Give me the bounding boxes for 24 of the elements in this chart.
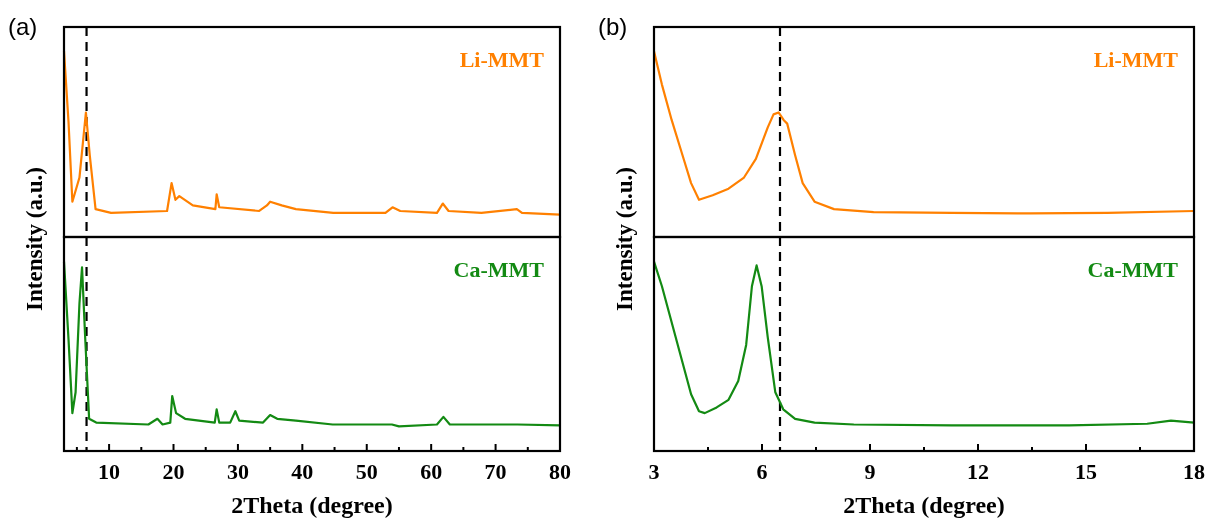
y-axis-title: Intensity (a.u.) xyxy=(612,167,637,311)
text: Ca-MMT xyxy=(453,257,545,282)
x-tick-label: 40 xyxy=(291,459,314,484)
x-tick-label: 10 xyxy=(98,459,121,484)
text: (b) xyxy=(598,13,628,40)
x-axis-title: 2Theta (degree) xyxy=(231,492,393,518)
x-tick-label: 80 xyxy=(549,459,571,484)
x-tick-label: 15 xyxy=(1075,459,1097,484)
x-tick-label: 20 xyxy=(162,459,185,484)
y-axis-title: Intensity (a.u.) xyxy=(22,167,47,311)
x-tick-label: 18 xyxy=(1183,459,1205,484)
x-tick-label: 6 xyxy=(756,459,768,484)
x-tick-label: 30 xyxy=(226,459,249,484)
text: (a) xyxy=(8,13,38,40)
x-axis-title: 2Theta (degree) xyxy=(843,492,1005,518)
text: Li-MMT xyxy=(1093,47,1179,72)
x-tick-label: 60 xyxy=(420,459,443,484)
x-tick-label: 70 xyxy=(484,459,507,484)
x-tick-label: 3 xyxy=(648,459,660,484)
x-tick-label: 50 xyxy=(355,459,378,484)
x-tick-label: 12 xyxy=(967,459,989,484)
text: Ca-MMT xyxy=(1087,257,1179,282)
x-tick-label: 9 xyxy=(864,459,876,484)
text: Li-MMT xyxy=(459,47,545,72)
